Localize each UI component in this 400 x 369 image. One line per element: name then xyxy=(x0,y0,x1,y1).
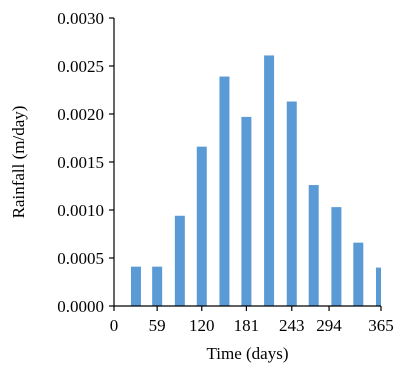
x-tick-label: 59 xyxy=(149,316,166,335)
x-tick-label: 0 xyxy=(110,316,119,335)
bar-series xyxy=(130,55,381,307)
y-tick-label: 0.0015 xyxy=(57,153,104,172)
x-tick-label: 365 xyxy=(368,316,394,335)
x-axis-ticks: 0 59 120 181 243 294 365 xyxy=(110,306,394,335)
x-axis-title: Time (days) xyxy=(206,344,288,363)
y-tick-label: 0.0005 xyxy=(57,249,104,268)
bar xyxy=(308,185,319,306)
y-tick-label: 0.0000 xyxy=(57,297,104,316)
y-axis-ticks: 0.0000 0.0005 0.0010 0.0015 0.0020 0.0025 0.00… xyxy=(57,9,114,316)
bar xyxy=(331,207,342,306)
bar xyxy=(241,116,252,306)
y-axis-title: Rainfall (m/day) xyxy=(9,106,28,219)
bar xyxy=(196,146,207,306)
x-tick-label: 294 xyxy=(316,316,342,335)
y-tick-label: 0.0010 xyxy=(57,201,104,220)
bar xyxy=(219,76,230,306)
bar xyxy=(286,101,297,307)
y-tick-label: 0.0030 xyxy=(57,9,104,28)
bar xyxy=(264,55,275,306)
bar xyxy=(152,266,163,306)
x-tick-label: 120 xyxy=(189,316,215,335)
bar xyxy=(353,242,364,306)
bar xyxy=(174,215,185,306)
y-tick-label: 0.0025 xyxy=(57,57,104,76)
x-tick-label: 243 xyxy=(279,316,305,335)
bar xyxy=(376,267,381,306)
bar xyxy=(130,266,141,306)
y-tick-label: 0.0020 xyxy=(57,105,104,124)
x-tick-label: 181 xyxy=(234,316,260,335)
